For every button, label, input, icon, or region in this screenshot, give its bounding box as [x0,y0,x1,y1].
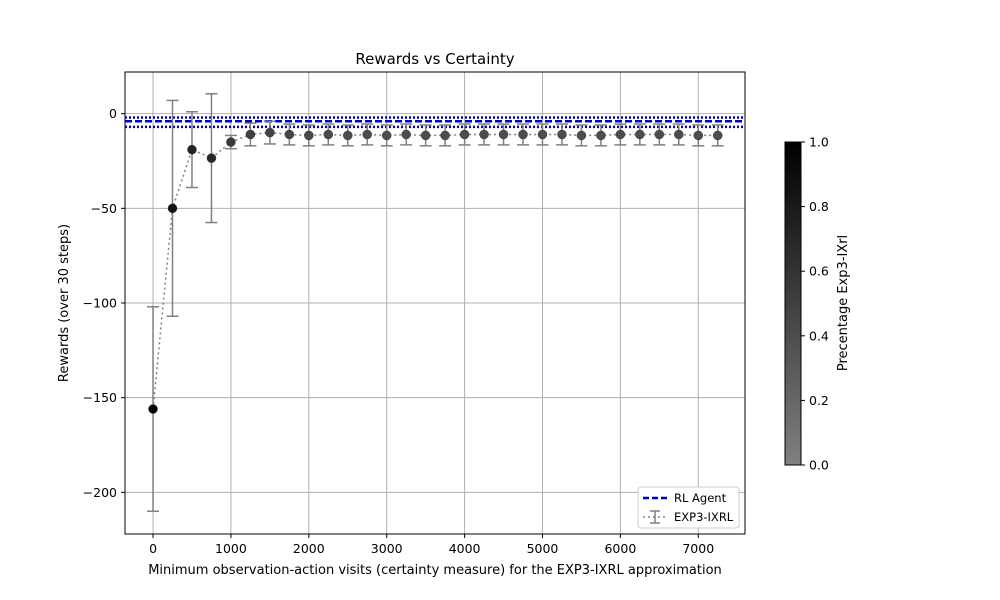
x-axis-label: Minimum observation-action visits (certa… [148,563,722,578]
exp3-ixrl-point [381,130,392,141]
exp3-ixrl-point [206,153,217,163]
legend-exp3-label: EXP3-IXRL [674,510,734,524]
exp3-ixrl-point [635,129,645,140]
exp3-ixrl-point [343,130,353,141]
colorbar: 0.0 0.2 0.4 0.6 0.8 1.0 Precentage Exp3-IXrl [784,135,851,473]
x-tick-label: 2000 [293,541,325,556]
exp3-ixrl-point [284,129,295,140]
colorbar-tick-label: 0.2 [809,393,829,408]
exp3-ixrl-point [401,129,411,140]
x-tick-label: 3000 [371,541,403,556]
y-tick-label: −50 [91,201,117,216]
exp3-ixrl-point [362,129,372,140]
y-tick-label: −100 [83,296,117,311]
exp3-ixrl-point [304,130,314,141]
exp3-ixrl-point [459,129,470,140]
exp3-ixrl-point [420,130,431,141]
colorbar-tick-label: 1.0 [809,135,829,150]
rl-agent-band [125,116,745,129]
exp3-ixrl-point [148,404,158,414]
series-layer [147,93,724,513]
y-axis-label: Rewards (over 30 steps) [57,224,72,382]
y-tick-label: 0 [109,106,117,121]
x-tick-label: 6000 [604,541,636,556]
exp3-ixrl-point [167,203,178,214]
exp3-ixrl-point [712,130,723,141]
legend-exp3-swatch [643,510,667,524]
exp3-ixrl-point [226,137,236,147]
exp3-ixrl-point [245,129,256,140]
chart-title: Rewards vs Certainty [355,50,514,68]
colorbar-tick-label: 0.0 [809,458,829,473]
legend: RL Agent EXP3-IXRL [637,486,740,529]
exp3-ixrl-point [654,129,665,140]
exp3-ixrl-point [557,129,567,140]
y-tick-label: −150 [83,390,117,405]
exp3-ixrl-point [518,129,528,140]
colorbar-ticks: 0.0 0.2 0.4 0.6 0.8 1.0 [801,135,829,473]
exp3-ixrl-point [693,130,704,141]
x-axis-ticks: 0 1000 2000 3000 4000 5000 6000 7000 [149,534,714,556]
exp3-ixrl-point [323,129,334,140]
exp3-ixrl-point [187,144,197,155]
colorbar-tick-label: 0.8 [809,199,829,214]
exp3-ixrl-line [152,131,718,410]
x-tick-label: 4000 [449,541,481,556]
colorbar-label: Precentage Exp3-IXrl [836,235,851,371]
legend-rl-agent-label: RL Agent [674,491,727,505]
x-tick-label: 7000 [682,541,714,556]
exp3-ixrl-point [596,130,606,141]
exp3-ixrl-point [498,129,509,140]
colorbar-tick-label: 0.6 [809,264,829,279]
exp3-ixrl-point [479,129,489,140]
colorbar-gradient [784,141,802,466]
exp3-ixrl-point [440,130,450,141]
exp3-ixrl-point [537,129,548,140]
colorbar-tick-label: 0.4 [809,328,829,343]
y-tick-label: −200 [83,485,117,500]
exp3-ixrl-point [265,127,275,138]
exp3-ixrl-point [674,129,684,140]
x-tick-label: 5000 [527,541,559,556]
exp3-ixrl-point [576,130,587,141]
grid [125,72,745,534]
exp3-ixrl-point [615,129,626,140]
x-tick-label: 1000 [215,541,247,556]
y-axis-ticks: 0 −50 −100 −150 −200 [83,106,125,500]
x-tick-label: 0 [149,541,157,556]
